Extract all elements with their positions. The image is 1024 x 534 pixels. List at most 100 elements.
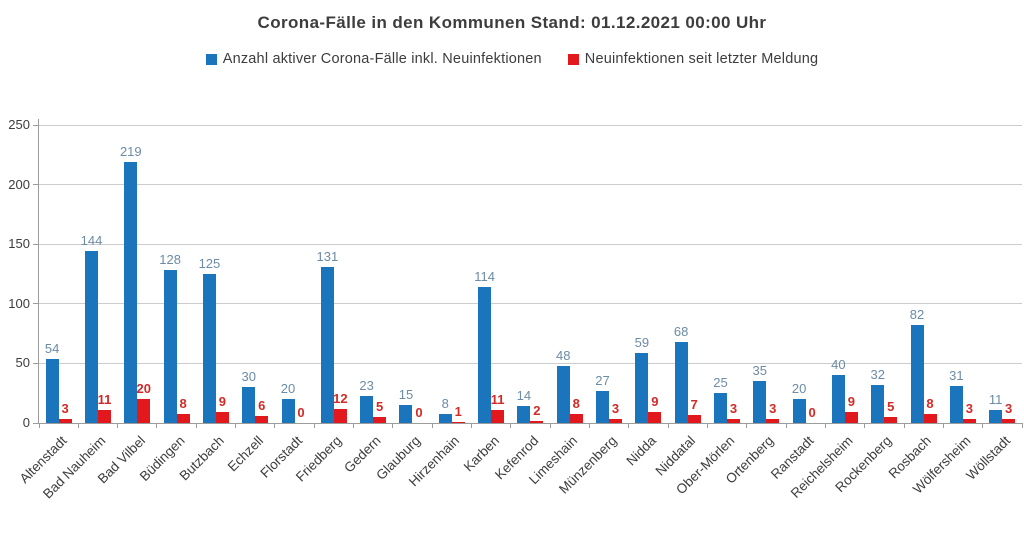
- bar-group: 20 0: [792, 382, 819, 423]
- active-cases-value-label: 40: [831, 357, 846, 373]
- active-cases-value-label: 48: [555, 347, 571, 363]
- new-infections-bar: [648, 412, 662, 423]
- active-cases-bar-wrap: 219: [120, 145, 142, 423]
- new-infections-value-label: 9: [651, 394, 659, 410]
- new-infections-bar-wrap: 9: [844, 394, 858, 423]
- category-slot: 68 7 Niddatal: [653, 125, 707, 479]
- category-slot: 114 11 Karben: [460, 125, 510, 475]
- category-slot: 40 9 Reichelsheim: [788, 125, 864, 501]
- active-cases-bar-wrap: 59: [634, 334, 650, 423]
- active-cases-value-label: 14: [516, 388, 532, 404]
- category-slot: 30 6 Echzell: [224, 125, 275, 474]
- bar-group: 128 8: [159, 253, 190, 423]
- new-infections-value-label: 2: [533, 402, 541, 418]
- new-infections-bar: [373, 417, 387, 423]
- category-slot: 20 0 Florstadt: [257, 125, 314, 481]
- new-infections-bar: [58, 419, 72, 423]
- active-cases-bar-wrap: 114: [474, 270, 495, 423]
- new-infections-bar-wrap: 1: [451, 403, 465, 423]
- new-infections-bar: [687, 414, 701, 423]
- active-cases-value-label: 59: [634, 334, 650, 350]
- x-axis-tick: [510, 423, 512, 428]
- x-axis-tick: [942, 423, 944, 428]
- x-axis-tick: [235, 423, 237, 428]
- active-cases-bar: [713, 393, 727, 423]
- new-infections-value-label: 1: [454, 403, 462, 419]
- new-infections-bar-wrap: 0: [412, 406, 425, 423]
- active-cases-bar: [399, 405, 413, 423]
- active-cases-bar: [517, 406, 531, 423]
- new-infections-value-label: 3: [729, 401, 738, 417]
- x-axis-tick: [588, 423, 590, 428]
- category-slot: 82 8 Rosbach: [886, 125, 943, 481]
- bar-group: 82 8: [910, 308, 937, 423]
- bar-group: 32 5: [870, 367, 898, 423]
- active-cases-bar-wrap: 131: [317, 249, 338, 423]
- x-axis-tick: [117, 423, 119, 428]
- new-infections-bar: [569, 413, 583, 423]
- y-axis-tick: [33, 124, 38, 126]
- x-axis-tick: [1021, 423, 1023, 428]
- new-infections-value-label: 9: [218, 394, 227, 410]
- new-infections-bar-wrap: 20: [136, 381, 152, 423]
- new-infections-value-label: 6: [258, 397, 266, 413]
- category-label: Nidda: [623, 433, 659, 469]
- active-cases-bar-wrap: 48: [555, 347, 571, 423]
- new-infections-bar-wrap: 12: [333, 391, 348, 423]
- active-cases-bar-wrap: 8: [438, 396, 452, 423]
- new-infections-bar-wrap: 8: [569, 396, 583, 423]
- active-cases-bar-wrap: 25: [713, 376, 728, 423]
- new-infections-bar: [215, 412, 229, 423]
- bar-group: 20 0: [281, 382, 308, 423]
- new-infections-bar: [766, 419, 780, 423]
- new-infections-bar: [962, 419, 976, 423]
- category-slot: 219 20 Bad Vilbel: [94, 125, 157, 487]
- y-axis-tick: [33, 362, 38, 364]
- category-slot: 20 0 Ranstadt: [767, 125, 825, 482]
- active-cases-bar-wrap: 68: [674, 324, 688, 423]
- new-infections-value-label: 7: [690, 396, 698, 412]
- category-slot: 23 5 Gedern: [341, 125, 393, 475]
- new-infections-value-label: 20: [136, 381, 152, 397]
- active-cases-value-label: 125: [198, 256, 221, 271]
- gridline: [39, 124, 1022, 126]
- active-cases-bar-wrap: 27: [595, 373, 610, 423]
- active-cases-bar: [124, 162, 138, 423]
- active-cases-bar-wrap: 54: [44, 340, 60, 423]
- active-cases-bar: [242, 387, 256, 423]
- x-axis-tick: [549, 423, 551, 428]
- new-infections-value-label: 8: [926, 395, 934, 411]
- category-slot: 14 2 Kefenrod: [492, 125, 550, 482]
- new-infections-bar-wrap: 9: [215, 394, 229, 423]
- bar-group: 125 9: [199, 257, 229, 423]
- category-slot: 11 3 Wöllstadt: [963, 125, 1022, 483]
- active-cases-value-label: 35: [752, 363, 768, 379]
- category-slot: 54 3 Altenstadt: [16, 125, 78, 486]
- new-infections-bar-wrap: 11: [491, 392, 504, 423]
- active-cases-value-label: 54: [44, 340, 60, 356]
- active-cases-bar: [949, 386, 963, 423]
- new-infections-bar-wrap: 3: [58, 402, 72, 423]
- active-cases-bar-wrap: 31: [949, 369, 964, 423]
- x-axis-line: [38, 423, 1022, 424]
- y-axis-tick: [33, 184, 38, 186]
- category-slot: 131 12 Friedberg: [293, 125, 353, 484]
- new-infections-value-label: 3: [1005, 401, 1013, 417]
- new-infections-value-label: 9: [847, 394, 856, 410]
- new-infections-value-label: 3: [611, 401, 620, 417]
- active-cases-bar: [989, 409, 1003, 423]
- x-axis-tick: [313, 423, 315, 428]
- active-cases-bar: [202, 274, 216, 423]
- category-slot: 8 1 Hirzenhain: [406, 125, 471, 489]
- x-axis-tick: [38, 423, 40, 428]
- active-cases-value-label: 128: [159, 252, 181, 268]
- x-axis-tick: [274, 423, 276, 428]
- plot-area: 54 3 Altenstadt 144 11 Bad Nauheim 219 20 Bad Vi…: [16, 125, 1022, 501]
- bar-group: 14 2: [516, 388, 544, 423]
- category-slot: 31 3 Wölfersheim: [910, 125, 982, 497]
- x-axis-tick: [156, 423, 158, 428]
- x-axis-tick: [903, 423, 905, 428]
- active-cases-bar: [281, 399, 295, 423]
- new-infections-bar: [726, 419, 740, 423]
